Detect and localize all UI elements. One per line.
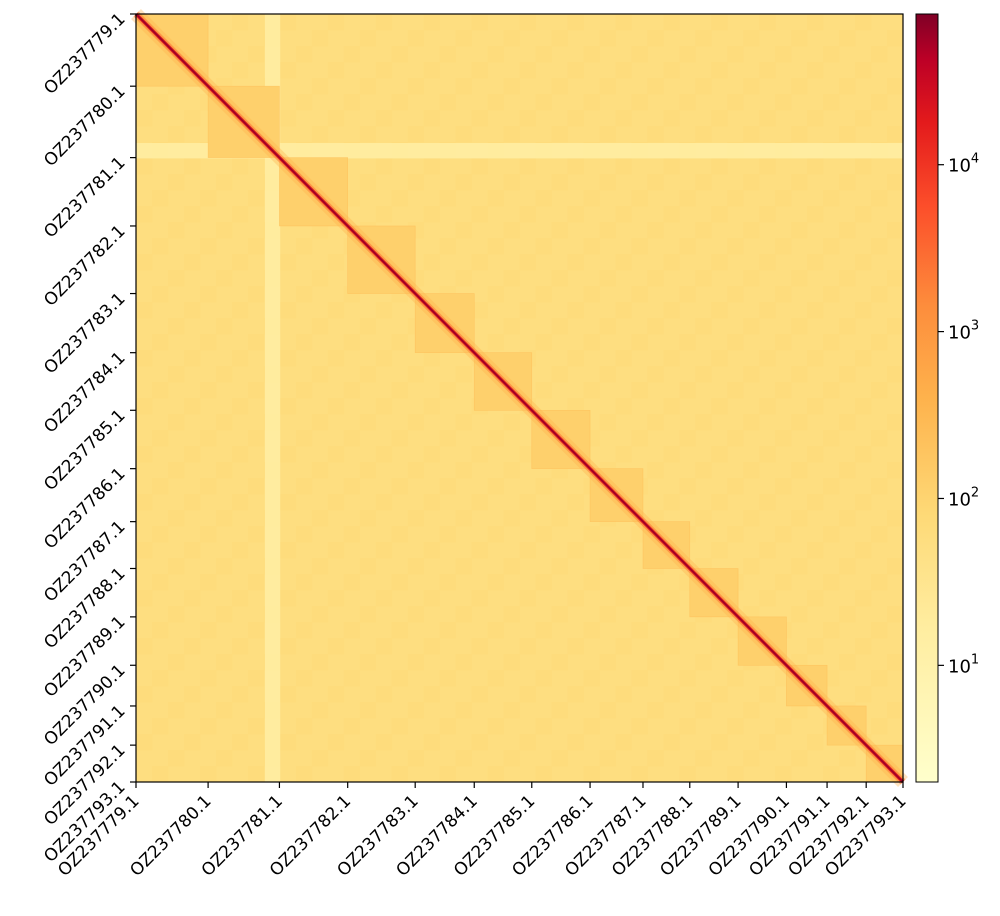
colorbar: 101 102 103 104: [915, 13, 979, 783]
plot-frame: [135, 13, 904, 783]
y-axis-ticks: OZ237779.1OZ237780.1OZ237781.1OZ237782.1…: [40, 9, 136, 867]
contig-block-edge: [279, 157, 348, 227]
contig-block-edge: [531, 409, 591, 469]
low-coverage-column: [264, 14, 281, 782]
contig-block-edge: [589, 468, 644, 522]
contig-block-edge: [786, 664, 828, 707]
colorbar-gradient: [915, 13, 939, 783]
contig-block-edge: [473, 352, 533, 411]
contig-block-edge: [414, 293, 475, 353]
colorbar-ticks: 101 102 103 104: [938, 152, 979, 677]
colorbar-tick-label: 102: [948, 485, 979, 510]
colorbar-tick-label: 101: [948, 652, 979, 677]
contig-block-edge: [642, 521, 691, 569]
heatmap: [131, 9, 908, 787]
low-coverage-row: [136, 143, 903, 159]
diagonal-signal: [131, 9, 908, 787]
contig-block-edge: [826, 705, 867, 746]
contig-block-edge: [207, 85, 280, 158]
colorbar-tick-label: 104: [948, 152, 979, 177]
contig-block-edge: [737, 616, 787, 666]
contig-block-edge: [347, 225, 416, 294]
colorbar-tick-label: 103: [948, 319, 979, 344]
x-axis-ticks: OZ237779.1OZ237780.1OZ237781.1OZ237782.1…: [54, 782, 911, 881]
contig-block-edge: [689, 568, 739, 618]
